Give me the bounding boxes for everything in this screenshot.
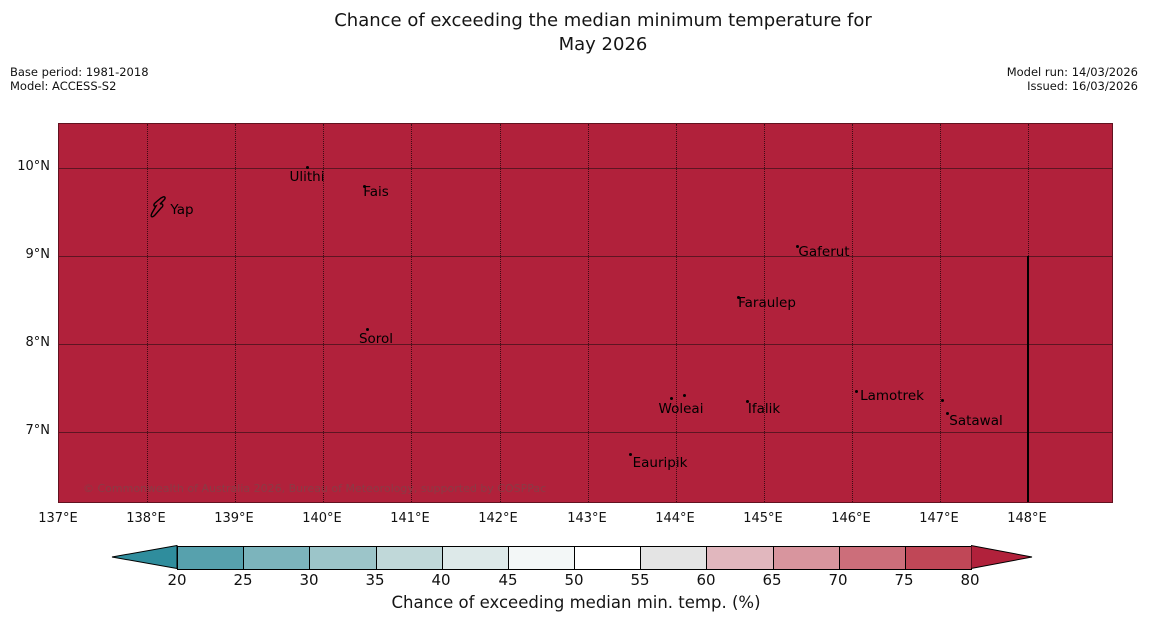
- map-area: Yap Ulithi Fais Gaferut Faraulep Sorol W…: [58, 123, 1113, 503]
- cbar-tick-50: 50: [564, 571, 584, 589]
- lon-tick-142e: 142°E: [478, 511, 518, 526]
- island-marker: [941, 399, 944, 402]
- lon-tick-137e: 137°E: [38, 511, 78, 526]
- colorbar-segment-50-55: [575, 547, 642, 569]
- lat-tick-7n: 7°N: [25, 423, 51, 438]
- gridline-parallel: [59, 432, 1112, 433]
- place-label-eauripik: Eauripik: [632, 455, 688, 471]
- gridline-parallel: [59, 344, 1112, 345]
- island-marker: [683, 394, 686, 397]
- colorbar-segment-75-80: [905, 547, 972, 569]
- place-label-fais: Fais: [363, 184, 389, 200]
- colorbar-segment-70-75: [839, 547, 906, 569]
- island-marker: [855, 390, 858, 393]
- colorbar-segment-30-35: [310, 547, 377, 569]
- place-label-faraulep: Faraulep: [738, 295, 796, 311]
- gridline-meridian: [323, 124, 324, 502]
- yap-island-shape: [150, 196, 166, 218]
- place-label-lamotrek: Lamotrek: [860, 388, 924, 404]
- cbar-tick-25: 25: [233, 571, 253, 589]
- lon-tick-140e: 140°E: [302, 511, 342, 526]
- page-title-line2: May 2026: [558, 34, 648, 55]
- cbar-tick-40: 40: [431, 571, 451, 589]
- lon-tick-141e: 141°E: [390, 511, 430, 526]
- metadata-left: Base period: 1981-2018 Model: ACCESS-S2: [10, 65, 149, 93]
- colorbar-segment-65-70: [773, 547, 840, 569]
- colorbar-axis-label: Chance of exceeding median min. temp. (%…: [391, 593, 761, 612]
- region-boundary-line: [1027, 256, 1029, 502]
- colorbar-over-arrow: [971, 545, 1033, 569]
- base-period-text: Base period: 1981-2018: [10, 65, 149, 79]
- lon-tick-144e: 144°E: [655, 511, 695, 526]
- colorbar-under-arrow: [111, 545, 178, 569]
- island-marker: [306, 166, 309, 169]
- page-title-line1: Chance of exceeding the median minimum t…: [334, 10, 872, 31]
- place-label-woleai: Woleai: [658, 401, 704, 417]
- gridline-meridian: [764, 124, 765, 502]
- cbar-tick-80: 80: [960, 571, 980, 589]
- model-text: Model: ACCESS-S2: [10, 79, 117, 93]
- gridline-meridian: [411, 124, 412, 502]
- lon-tick-146e: 146°E: [831, 511, 871, 526]
- place-label-ulithi: Ulithi: [289, 169, 325, 185]
- colorbar-segment-55-60: [641, 547, 708, 569]
- cbar-tick-60: 60: [696, 571, 716, 589]
- island-marker: [363, 185, 366, 188]
- gridline-meridian: [940, 124, 941, 502]
- place-label-ifalik: Ifalik: [747, 401, 781, 417]
- cbar-tick-75: 75: [894, 571, 914, 589]
- colorbar: [177, 546, 972, 570]
- gridline-meridian: [235, 124, 236, 502]
- gridline-meridian: [147, 124, 148, 502]
- island-marker: [366, 328, 369, 331]
- place-label-yap: Yap: [170, 202, 194, 218]
- island-marker: [737, 296, 740, 299]
- gridline-meridian: [500, 124, 501, 502]
- place-label-sorol: Sorol: [358, 331, 394, 347]
- island-marker: [796, 245, 799, 248]
- lat-tick-8n: 8°N: [25, 335, 51, 350]
- cbar-tick-65: 65: [762, 571, 782, 589]
- lon-tick-147e: 147°E: [919, 511, 959, 526]
- colorbar-segment-60-65: [707, 547, 774, 569]
- gridline-meridian: [852, 124, 853, 502]
- lon-tick-148e: 148°E: [1007, 511, 1047, 526]
- island-marker: [746, 400, 749, 403]
- issued-text: Issued: 16/03/2026: [1027, 79, 1138, 93]
- cbar-tick-20: 20: [167, 571, 187, 589]
- gridline-parallel: [59, 168, 1112, 169]
- place-label-gaferut: Gaferut: [798, 244, 850, 260]
- lon-tick-145e: 145°E: [743, 511, 783, 526]
- copyright-text: © Commonwealth of Australia 2026, Bureau…: [83, 482, 547, 495]
- colorbar-segment-35-40: [376, 547, 443, 569]
- lon-tick-138e: 138°E: [126, 511, 166, 526]
- cbar-tick-45: 45: [498, 571, 518, 589]
- colorbar-segment-45-50: [508, 547, 576, 569]
- gridline-meridian: [588, 124, 589, 502]
- cbar-tick-35: 35: [365, 571, 385, 589]
- cbar-tick-55: 55: [630, 571, 650, 589]
- lon-tick-143e: 143°E: [567, 511, 607, 526]
- colorbar-segment-40-45: [442, 547, 509, 569]
- lat-tick-10n: 10°N: [17, 159, 50, 174]
- metadata-right: Model run: 14/03/2026 Issued: 16/03/2026: [1007, 65, 1138, 93]
- island-marker: [670, 397, 673, 400]
- colorbar-segment-20-25: [178, 547, 245, 569]
- lat-tick-9n: 9°N: [25, 247, 51, 262]
- island-marker: [946, 412, 949, 415]
- place-label-satawal: Satawal: [949, 413, 1003, 429]
- cbar-tick-30: 30: [299, 571, 319, 589]
- model-run-text: Model run: 14/03/2026: [1006, 65, 1138, 79]
- gridline-parallel: [59, 256, 1112, 257]
- colorbar-segment-25-30: [244, 547, 311, 569]
- cbar-tick-70: 70: [828, 571, 848, 589]
- gridline-meridian: [676, 124, 677, 502]
- island-marker: [629, 453, 632, 456]
- lon-tick-139e: 139°E: [214, 511, 254, 526]
